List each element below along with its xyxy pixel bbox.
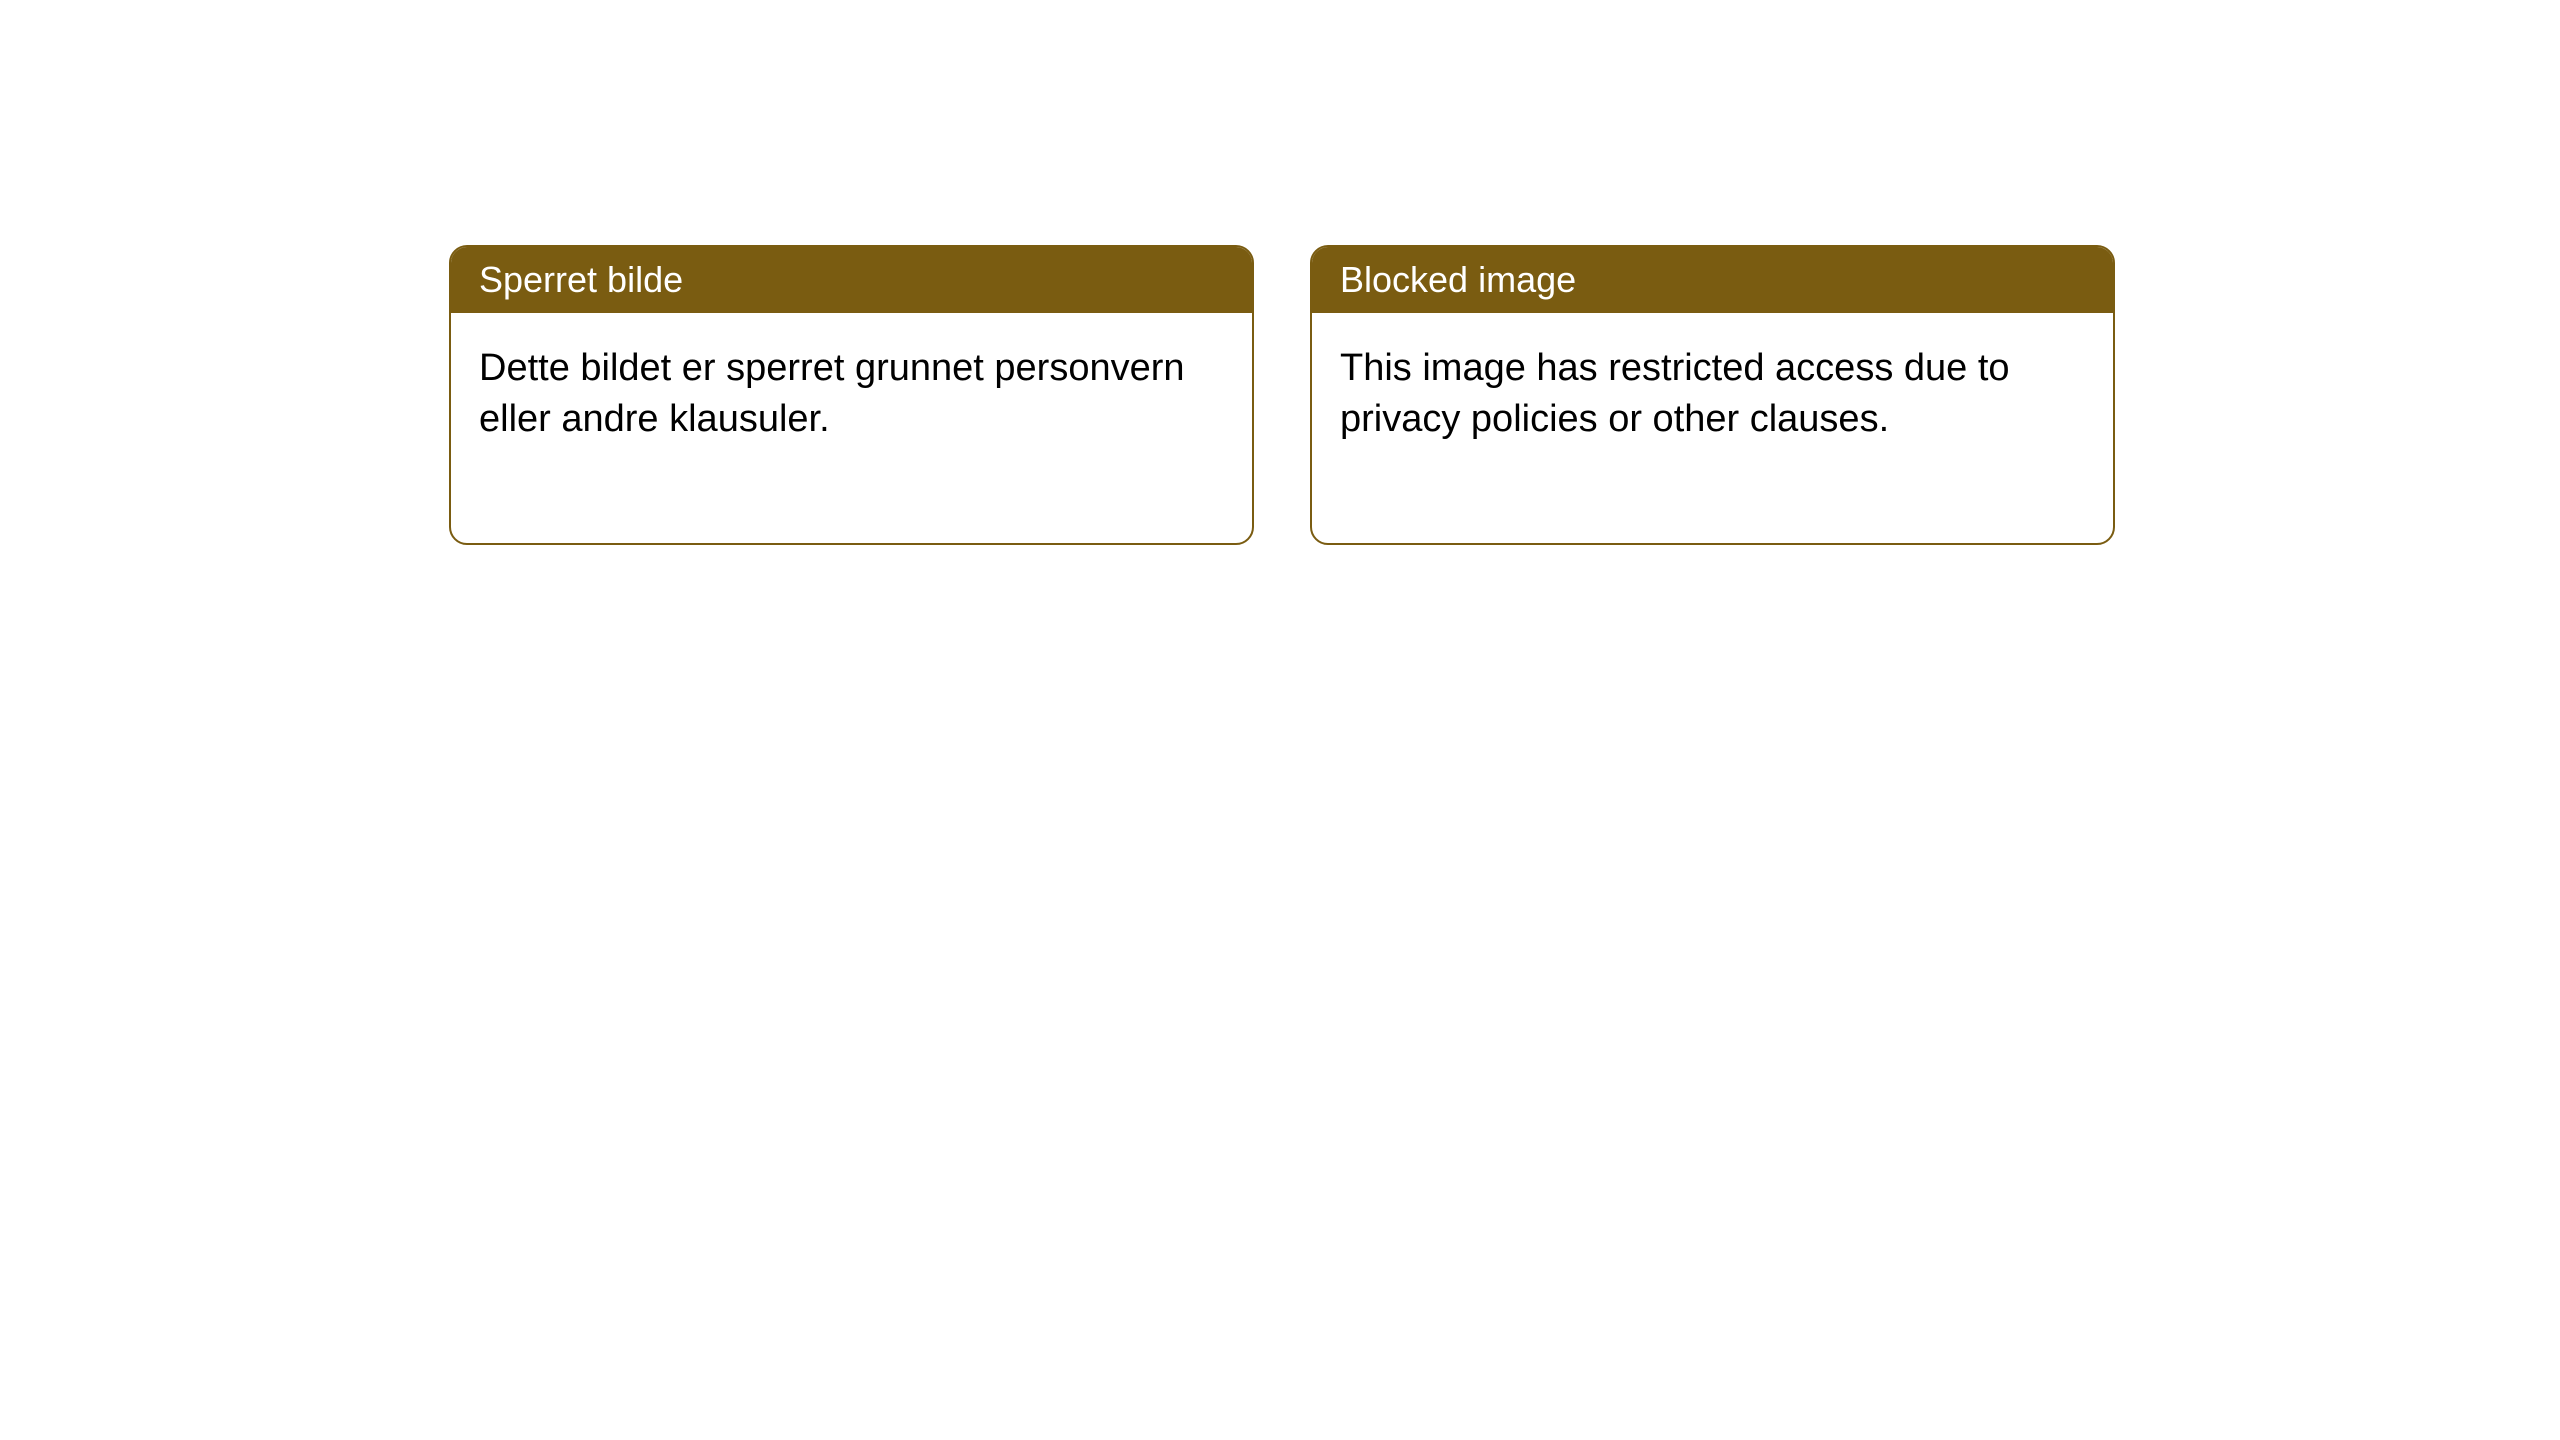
card-header-english: Blocked image: [1312, 247, 2113, 313]
card-header-norwegian: Sperret bilde: [451, 247, 1252, 313]
card-body-english: This image has restricted access due to …: [1312, 313, 2113, 543]
card-body-norwegian: Dette bildet er sperret grunnet personve…: [451, 313, 1252, 543]
notice-card-norwegian: Sperret bilde Dette bildet er sperret gr…: [449, 245, 1254, 545]
notice-container: Sperret bilde Dette bildet er sperret gr…: [449, 245, 2115, 545]
notice-card-english: Blocked image This image has restricted …: [1310, 245, 2115, 545]
